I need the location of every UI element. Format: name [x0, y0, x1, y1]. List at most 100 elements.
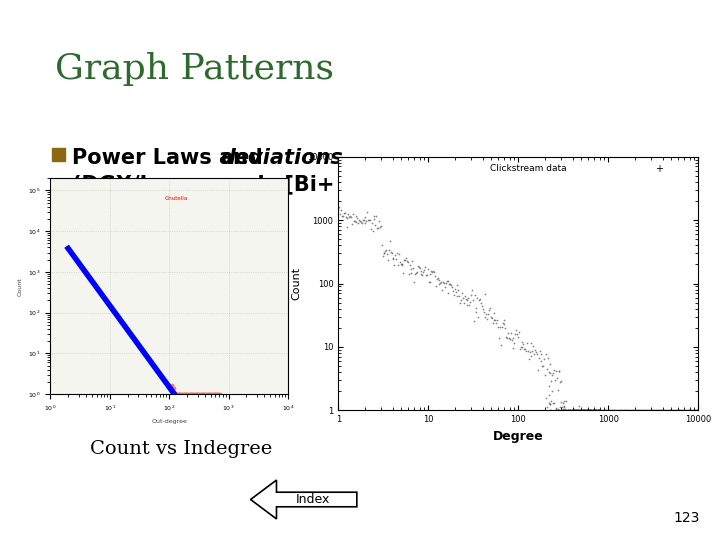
Point: [627, 406, 639, 415]
Point: [647, 406, 658, 415]
Point: [685, 406, 696, 415]
Point: [676, 406, 688, 415]
Point: [592, 406, 603, 415]
Point: [578, 406, 590, 415]
Point: [461, 296, 472, 305]
Point: [498, 316, 509, 325]
Point: [508, 333, 519, 342]
Point: [582, 406, 594, 415]
Text: (DGX/Lognormals [Bi+ ’ 01]): (DGX/Lognormals [Bi+ ’ 01]): [72, 175, 405, 195]
Point: [503, 334, 515, 342]
Point: [336, 212, 348, 221]
Point: [384, 237, 395, 245]
Point: [588, 406, 600, 415]
Point: [433, 276, 444, 285]
Point: [570, 406, 581, 415]
Point: [197, 390, 208, 399]
Point: [593, 406, 605, 415]
Point: [633, 406, 644, 415]
Point: [207, 390, 219, 399]
Point: [199, 390, 210, 399]
Point: [400, 254, 412, 262]
Point: [495, 341, 507, 349]
Point: [661, 406, 672, 415]
Point: [366, 219, 377, 227]
Point: [577, 406, 588, 415]
Point: [404, 261, 415, 270]
Point: [457, 293, 469, 302]
Point: [569, 404, 580, 413]
Point: [338, 209, 350, 218]
Point: [650, 406, 662, 415]
Point: [387, 254, 399, 263]
Point: [550, 367, 562, 376]
Point: [593, 406, 605, 415]
Point: [564, 406, 576, 414]
Point: [454, 292, 465, 300]
Point: [492, 316, 503, 325]
Point: [543, 391, 554, 400]
Point: [426, 268, 438, 276]
Point: [670, 406, 682, 415]
Point: [580, 406, 591, 415]
Point: [564, 406, 575, 415]
Point: [563, 406, 575, 415]
Point: [551, 404, 562, 413]
Point: [167, 388, 179, 397]
Text: Clickstream data: Clickstream data: [490, 164, 566, 173]
Point: [403, 270, 415, 279]
Point: [466, 285, 477, 294]
Point: [579, 406, 590, 415]
Point: [608, 406, 619, 415]
Point: [570, 406, 581, 415]
Point: [590, 406, 601, 415]
Point: [544, 369, 556, 377]
Point: [206, 390, 217, 399]
Point: [563, 406, 575, 415]
Point: [421, 271, 433, 279]
Text: +: +: [655, 164, 663, 174]
Point: [165, 383, 176, 391]
Point: [688, 406, 700, 415]
Point: [480, 290, 491, 299]
Point: [646, 406, 657, 415]
Point: [163, 381, 175, 389]
Point: [395, 260, 406, 269]
Point: [541, 364, 552, 373]
Point: [593, 406, 605, 415]
Point: [392, 261, 404, 269]
Point: [186, 390, 197, 399]
Point: [451, 280, 463, 289]
Point: [369, 221, 381, 230]
Point: [494, 323, 505, 332]
Point: [611, 406, 622, 415]
Point: [590, 406, 602, 415]
Point: [195, 390, 207, 399]
Point: [675, 406, 686, 415]
Point: [596, 406, 608, 415]
Point: [405, 268, 416, 277]
Point: [557, 406, 569, 415]
Point: [369, 211, 380, 220]
Point: [482, 314, 493, 323]
Point: [580, 406, 592, 415]
Point: [590, 406, 602, 415]
Point: [426, 266, 437, 275]
Point: [567, 406, 578, 415]
Point: [585, 406, 596, 415]
Point: [454, 299, 466, 307]
Text: Gnutella: Gnutella: [164, 196, 188, 201]
Point: [444, 279, 455, 288]
Point: [583, 406, 595, 415]
Point: [517, 343, 528, 352]
Point: [450, 287, 462, 296]
Point: [687, 406, 698, 415]
Point: [601, 406, 613, 415]
Point: [561, 397, 572, 406]
Point: [572, 406, 584, 415]
Point: [496, 323, 508, 332]
Point: [413, 263, 425, 272]
Point: [378, 249, 390, 258]
Point: [525, 352, 536, 360]
Point: [621, 406, 633, 415]
